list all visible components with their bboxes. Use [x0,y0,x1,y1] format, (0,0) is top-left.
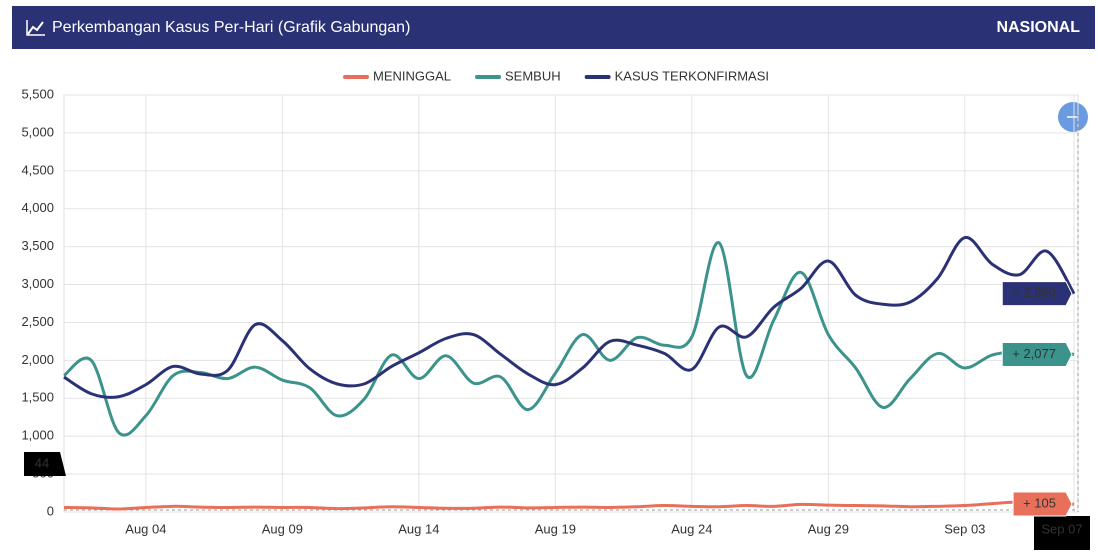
legend-label: SEMBUH [505,68,561,83]
header-title: Perkembangan Kasus Per-Hari (Grafik Gabu… [52,19,410,36]
y-tick-label: 1,000 [21,428,54,443]
x-tick-label: Sep 03 [944,521,985,536]
y-tick-label: 5,000 [21,124,54,139]
y-tick-label: 2,500 [21,314,54,329]
y-tick-label: 1,500 [21,390,54,405]
value-label-box [1001,342,1073,368]
y-tick-label: 3,000 [21,276,54,291]
x-tick-label: Aug 24 [671,521,712,536]
value-label-group: + 2,077 [1001,342,1073,368]
y-tick-label: 5,500 [21,86,54,101]
header-scope: NASIONAL [996,19,1080,36]
y-tick-label: 0 [47,503,54,518]
x-tick-label: Sep 07 [1041,521,1082,536]
series-line [63,500,1075,511]
series-line [63,241,1075,437]
x-tick-label: Aug 29 [808,521,849,536]
y-tick-label: 4,000 [21,200,54,215]
chart-icon-axis [26,20,45,36]
plot-border [63,94,1079,513]
y-tick-label: 4,500 [21,162,54,177]
chart-icon [27,21,44,35]
value-label-box [1001,281,1073,307]
legend-label: KASUS TERKONFIRMASI [615,68,769,83]
value-label-group: + 2,880 [1001,281,1073,307]
value-label: + 2,077 [1012,346,1056,361]
legend-label: MENINGGAL [373,68,451,83]
crosshair-x-box [1034,516,1090,550]
crosshair-y-label: 44 [35,455,49,470]
series-line [63,236,1076,399]
x-tick-label: Aug 14 [398,521,439,536]
value-label: + 105 [1023,495,1056,510]
x-tick-label: Aug 19 [535,521,576,536]
value-label-group: + 105 [1012,491,1073,517]
value-label-box [1012,491,1073,517]
crosshair-y-box [24,452,66,476]
x-tick-label: Aug 04 [125,521,166,536]
y-tick-label: 2,000 [21,352,54,367]
header-bar [12,6,1095,49]
y-tick-label: 3,500 [21,238,54,253]
value-label: + 2,880 [1012,285,1056,300]
x-tick-label: Aug 09 [262,521,303,536]
